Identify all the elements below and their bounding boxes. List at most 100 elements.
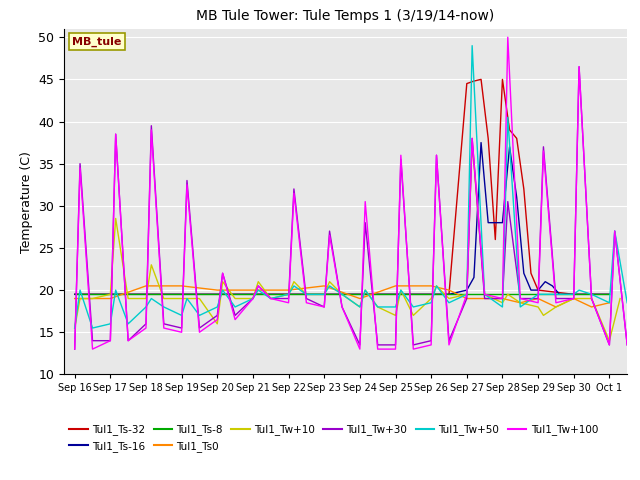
Tul1_Ts0	[428, 283, 435, 289]
Tul1_Tw+10	[374, 304, 381, 310]
Tul1_Ts-8	[499, 291, 506, 297]
Tul1_Tw+30	[534, 296, 542, 301]
Tul1_Ts0	[285, 287, 292, 293]
Tul1_Tw+100	[213, 317, 221, 323]
Tul1_Tw+30	[588, 296, 595, 301]
Tul1_Tw+50	[504, 114, 511, 120]
Title: MB Tule Tower: Tule Temps 1 (3/19/14-now): MB Tule Tower: Tule Temps 1 (3/19/14-now…	[196, 10, 495, 24]
Tul1_Tw+30	[481, 296, 488, 301]
Tul1_Tw+10	[267, 296, 275, 301]
Tul1_Ts-32	[470, 78, 478, 84]
Tul1_Ts-32	[463, 81, 470, 86]
Tul1_Tw+10	[124, 296, 132, 301]
Tul1_Ts-32	[520, 186, 527, 192]
Tul1_Tw+10	[255, 279, 262, 285]
Tul1_Ts-16	[541, 279, 549, 285]
Tul1_Tw+50	[213, 304, 221, 310]
Tul1_Ts-16	[213, 291, 221, 297]
Tul1_Tw+10	[570, 296, 577, 301]
Tul1_Tw+100	[142, 325, 150, 331]
Tul1_Tw+10	[516, 300, 524, 306]
Tul1_Tw+50	[124, 321, 132, 327]
Tul1_Ts0	[570, 296, 577, 301]
Tul1_Ts0	[106, 296, 114, 301]
Tul1_Ts-16	[605, 291, 613, 297]
Tul1_Tw+10	[588, 296, 595, 301]
Tul1_Tw+100	[463, 291, 470, 297]
Tul1_Ts0	[356, 296, 364, 301]
Tul1_Ts-8	[285, 291, 292, 297]
Tul1_Tw+100	[362, 199, 369, 204]
Tul1_Ts-32	[285, 291, 292, 297]
Tul1_Tw+30	[374, 342, 381, 348]
Tul1_Ts-32	[428, 291, 435, 297]
Tul1_Tw+10	[231, 296, 239, 301]
Tul1_Ts-32	[321, 291, 328, 297]
Tul1_Tw+30	[326, 228, 333, 234]
Tul1_Ts0	[71, 296, 79, 301]
Tul1_Tw+30	[124, 338, 132, 344]
Tul1_Tw+100	[255, 283, 262, 289]
Line: Tul1_Ts0: Tul1_Ts0	[75, 286, 609, 307]
Tul1_Tw+10	[326, 279, 333, 285]
Tul1_Ts-16	[392, 291, 399, 297]
Line: Tul1_Ts-32: Tul1_Ts-32	[75, 79, 609, 294]
Tul1_Tw+50	[303, 291, 310, 297]
Tul1_Ts-32	[605, 291, 613, 297]
Tul1_Tw+10	[249, 296, 257, 301]
Tul1_Tw+100	[445, 342, 453, 348]
Tul1_Tw+10	[481, 291, 488, 297]
Tul1_Tw+30	[249, 296, 257, 301]
Tul1_Tw+30	[71, 346, 79, 352]
Tul1_Tw+10	[147, 262, 155, 268]
Tul1_Ts0	[142, 283, 150, 289]
Tul1_Tw+100	[605, 342, 613, 348]
Tul1_Ts0	[588, 304, 595, 310]
Tul1_Tw+30	[552, 296, 560, 301]
Tul1_Ts-8	[321, 291, 328, 297]
Tul1_Tw+10	[321, 291, 328, 297]
Tul1_Ts-16	[556, 291, 563, 297]
Tul1_Ts-16	[106, 291, 114, 297]
Tul1_Tw+30	[516, 296, 524, 301]
Tul1_Tw+30	[445, 338, 453, 344]
Tul1_Ts0	[516, 300, 524, 306]
Tul1_Tw+10	[463, 291, 470, 297]
Tul1_Tw+10	[468, 140, 476, 145]
Tul1_Ts-16	[527, 287, 535, 293]
Tul1_Tw+50	[147, 296, 155, 301]
Tul1_Ts0	[249, 287, 257, 293]
Tul1_Ts-16	[570, 291, 577, 297]
Tul1_Tw+100	[481, 291, 488, 297]
Tul1_Ts-8	[249, 291, 257, 297]
Tul1_Ts-32	[392, 291, 399, 297]
Tul1_Tw+30	[213, 312, 221, 318]
Tul1_Tw+50	[106, 321, 114, 327]
Tul1_Tw+50	[290, 283, 298, 289]
Tul1_Ts0	[463, 296, 470, 301]
Tul1_Tw+10	[71, 325, 79, 331]
Tul1_Tw+10	[428, 296, 435, 301]
Tul1_Tw+50	[112, 287, 120, 293]
Tul1_Tw+100	[231, 317, 239, 323]
Tul1_Tw+100	[89, 346, 97, 352]
Tul1_Tw+100	[147, 127, 155, 133]
Tul1_Ts-16	[463, 287, 470, 293]
Tul1_Tw+100	[160, 325, 168, 331]
Tul1_Tw+30	[356, 342, 364, 348]
Tul1_Tw+10	[142, 296, 150, 301]
Tul1_Tw+100	[183, 182, 191, 188]
Tul1_Tw+30	[463, 296, 470, 301]
Tul1_Tw+100	[219, 270, 227, 276]
Line: Tul1_Tw+100: Tul1_Tw+100	[75, 37, 627, 349]
Tul1_Ts-16	[356, 291, 364, 297]
Tul1_Tw+100	[397, 152, 404, 158]
Tul1_Tw+100	[71, 346, 79, 352]
Tul1_Ts-16	[484, 220, 492, 226]
Line: Tul1_Tw+10: Tul1_Tw+10	[75, 143, 620, 341]
Tul1_Tw+50	[326, 283, 333, 289]
Tul1_Ts-8	[428, 291, 435, 297]
Tul1_Tw+10	[397, 287, 404, 293]
Text: MB_tule: MB_tule	[72, 36, 122, 47]
Tul1_Tw+30	[267, 296, 275, 301]
